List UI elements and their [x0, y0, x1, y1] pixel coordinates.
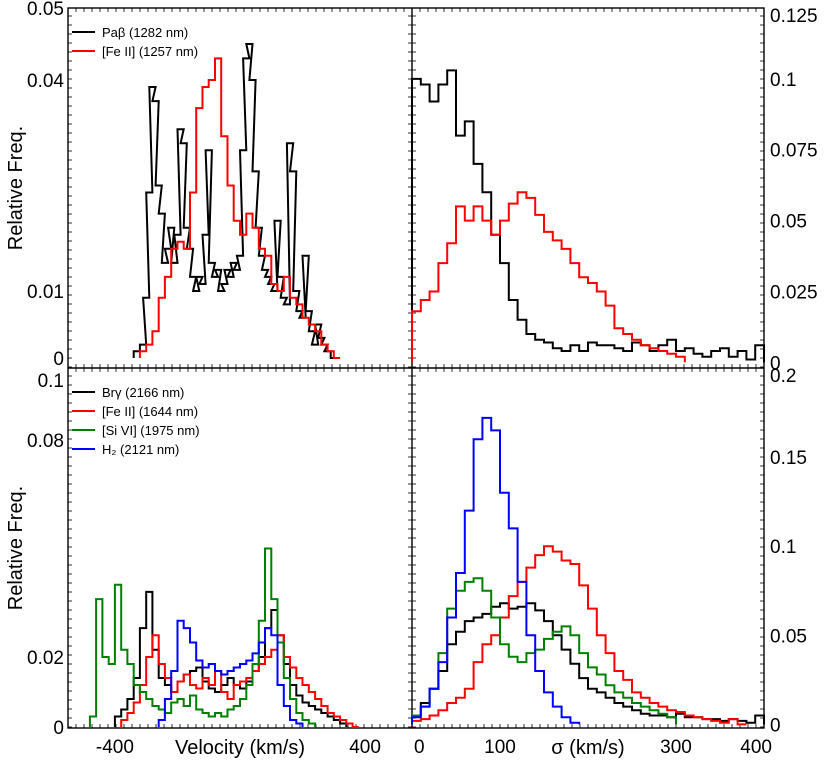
y-tick-label: 0.2: [770, 366, 796, 387]
x-tick-label: 0: [414, 737, 425, 758]
tick-marks: [412, 8, 764, 368]
legend-top-left: Paβ (1282 nm) [Fe II] (1257 nm): [72, 25, 198, 59]
series-line-bottom-left-2: [88, 547, 317, 727]
series-line-top-left-1: [138, 57, 341, 359]
y-tick-label: 0.08: [27, 431, 64, 452]
legend-label: Brγ (2166 nm): [102, 385, 184, 400]
x-tick-label: 300: [660, 737, 692, 758]
series-line-bottom-left-0: [113, 590, 348, 727]
series-line-top-right-0: [411, 69, 765, 363]
y-tick-label: 0.1: [38, 371, 64, 392]
x-axis-label: Velocity (km/s): [175, 737, 305, 759]
y-tick-label: 0.02: [27, 648, 64, 669]
legend-label: [Fe II] (1257 nm): [102, 44, 198, 59]
panel-bottom-left: 0 0.02 0.08 0.1 -400 400 Relative Freq. Velocit…: [5, 368, 412, 759]
legend-label: Paβ (1282 nm): [102, 25, 188, 40]
y-tick-label: 0.05: [770, 212, 807, 233]
panel-top-right: 0 0.025 0.05 0.075 0.1 0.125: [411, 6, 818, 374]
y-axis-label: Relative Freq.: [5, 486, 27, 611]
y-axis-label: Relative Freq.: [5, 126, 27, 251]
x-tick-label: -400: [96, 737, 134, 758]
x-tick-label: 400: [349, 737, 381, 758]
x-tick-label: 400: [740, 737, 772, 758]
y-tick-label: 0.01: [27, 282, 64, 303]
series-line-bottom-left-1: [120, 634, 359, 728]
y-tick-label: 0: [770, 715, 781, 736]
series-line-top-left-0: [132, 43, 337, 359]
y-tick-label: 0.05: [27, 0, 64, 20]
series-line-top-right-1: [411, 191, 686, 363]
y-tick-label: 0.1: [770, 537, 796, 558]
y-tick-label: 0.04: [27, 71, 64, 92]
y-tick-label: 0: [53, 718, 64, 739]
y-tick-label: 0.125: [770, 6, 818, 27]
series-line-bottom-right-1: [411, 545, 747, 726]
series-line-bottom-left-3: [157, 619, 304, 727]
y-tick-label: 0: [770, 353, 781, 374]
legend-bottom-left: Brγ (2166 nm) [Fe II] (1644 nm) [Si VI] (1…: [72, 385, 200, 457]
x-axis-label: σ (km/s): [551, 737, 624, 759]
y-tick-label: 0.05: [770, 626, 807, 647]
legend-label: [Si VI] (1975 nm): [102, 423, 200, 438]
x-tick-label: 100: [484, 737, 516, 758]
tick-marks: [68, 8, 412, 368]
series-line-bottom-right-3: [411, 416, 581, 725]
y-tick-label: 0.025: [770, 282, 818, 303]
y-tick-label: 0: [53, 349, 64, 370]
y-tick-label: 0.075: [770, 141, 818, 162]
panel-bottom-right: 0 0.05 0.1 0.15 0.2 0 100 300 400 σ (km/s): [411, 366, 807, 759]
y-tick-label: 0.1: [770, 70, 796, 91]
panel-top-left: 0 0.01 0.04 0.05 Relative Freq. Paβ (1282 nm)…: [5, 0, 412, 370]
y-tick-label: 0.15: [770, 448, 807, 469]
tick-marks: [412, 368, 764, 728]
legend-label: H₂ (2121 nm): [102, 442, 179, 457]
tick-marks: [68, 368, 412, 728]
legend-label: [Fe II] (1644 nm): [102, 404, 198, 419]
